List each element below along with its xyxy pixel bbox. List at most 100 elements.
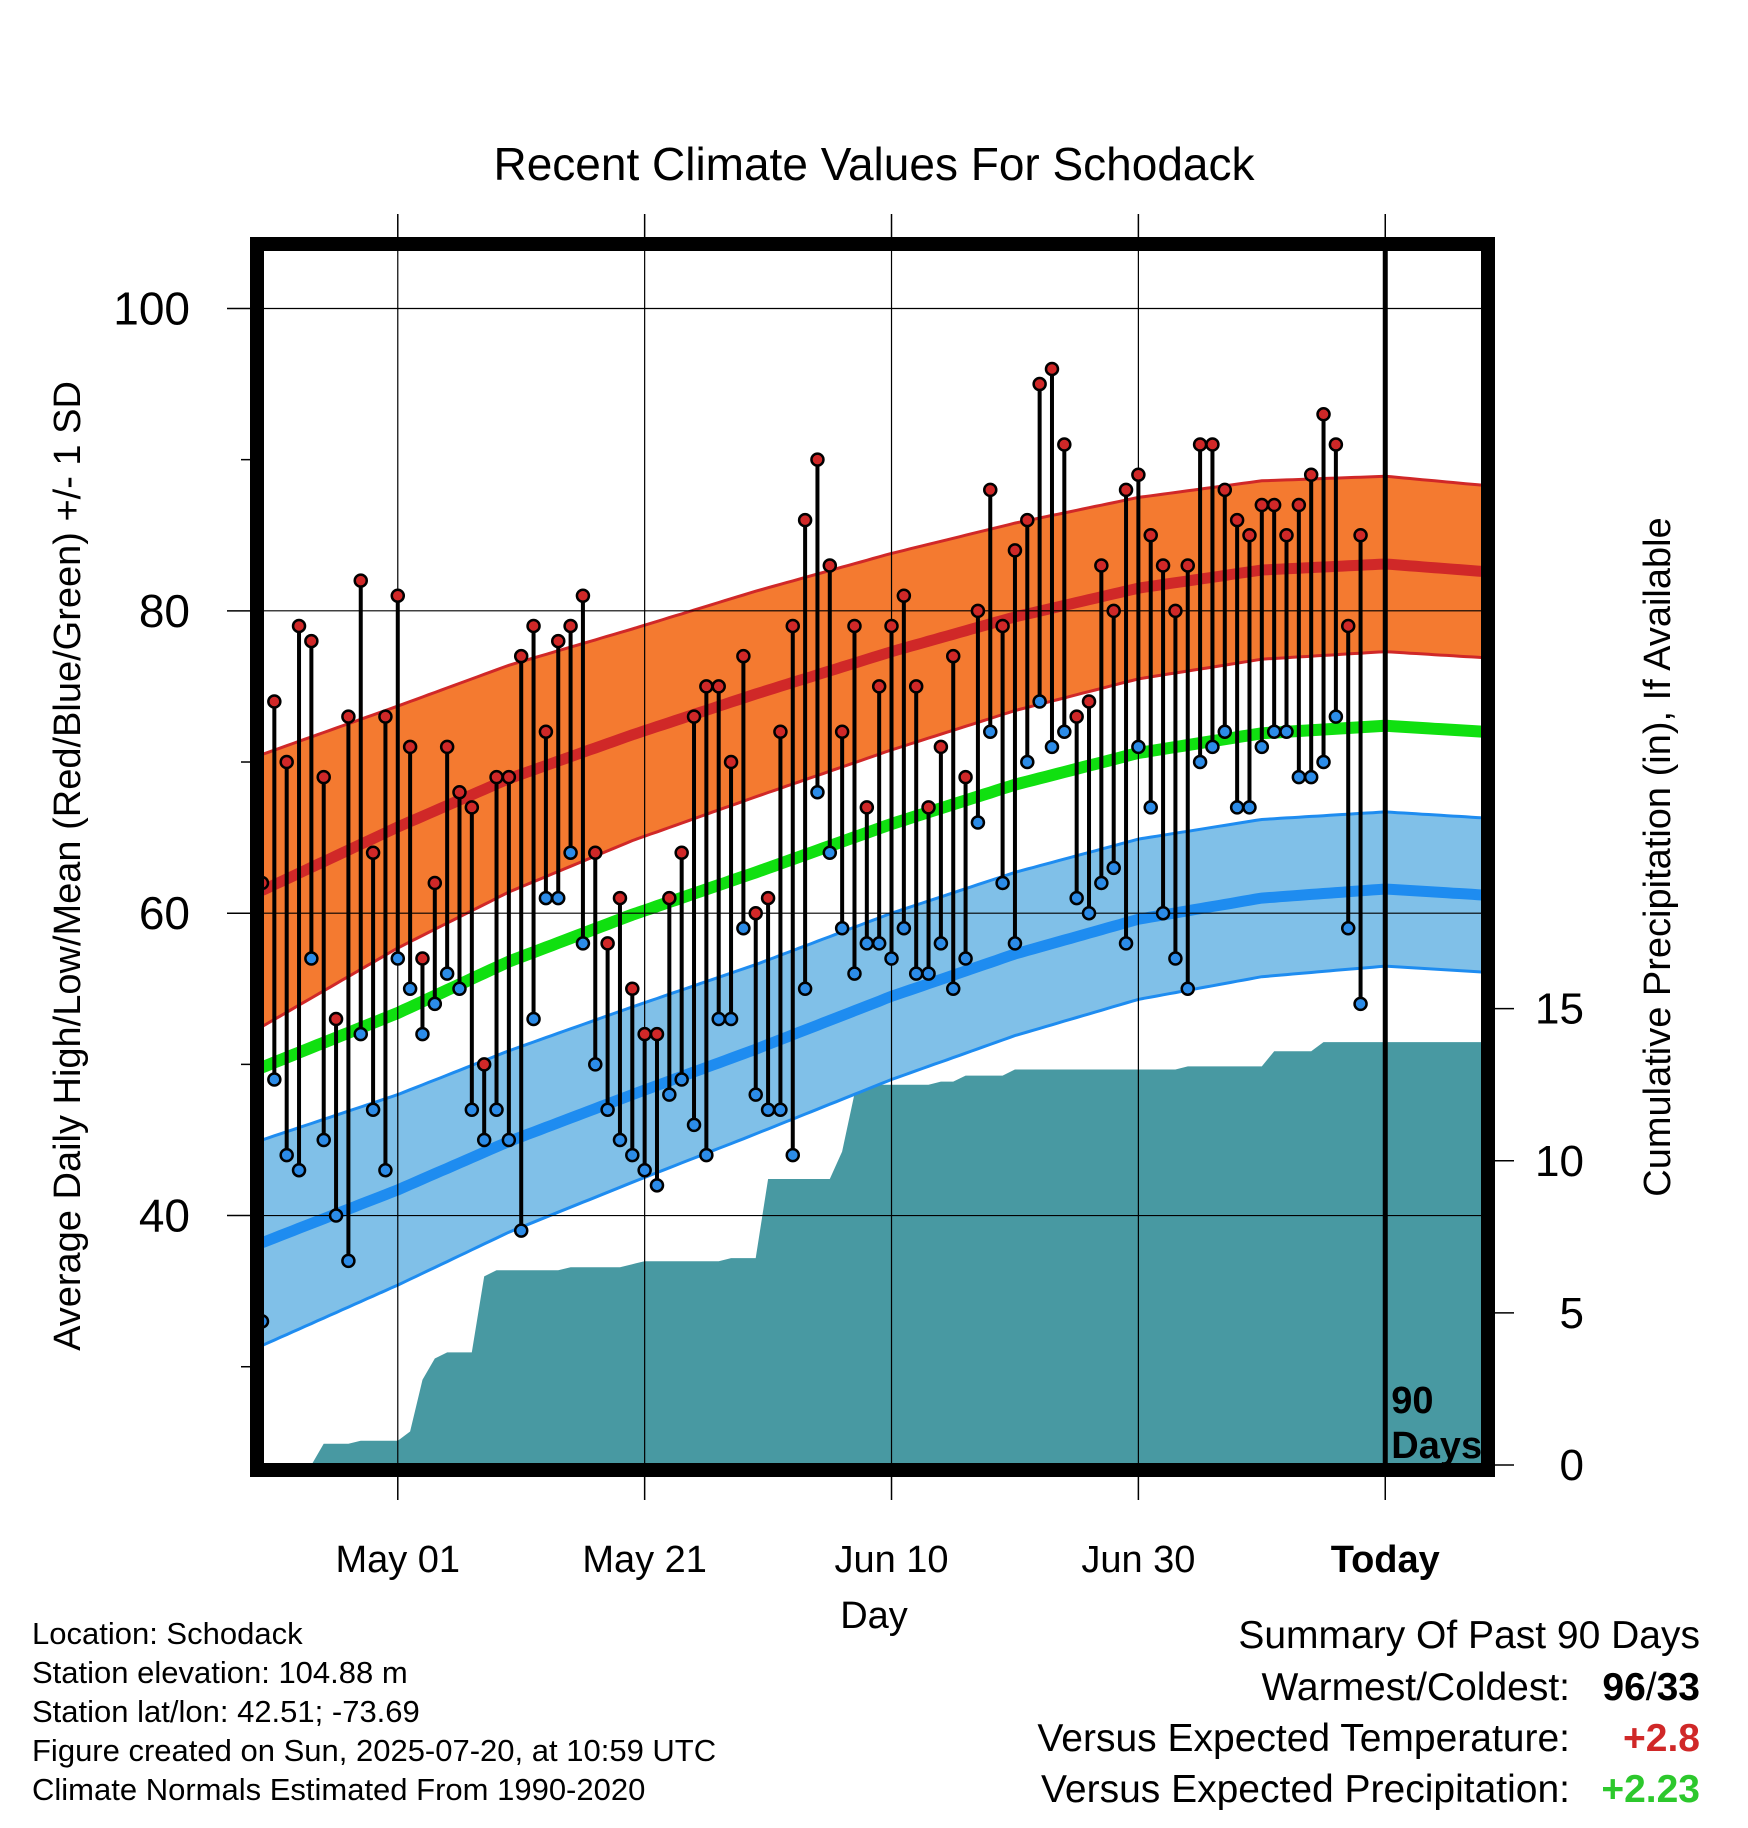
daily-low-point [896, 921, 912, 936]
daily-high-point [1279, 527, 1294, 543]
daily-high-point [1020, 512, 1035, 528]
daily-high-point [353, 573, 368, 588]
summary-title: Summary Of Past 90 Days [1238, 1614, 1700, 1657]
daily-low-point [1316, 754, 1331, 770]
x-tick-label: May 21 [582, 1539, 707, 1581]
x-tick-label: May 01 [335, 1539, 460, 1581]
daily-high-point [1254, 497, 1270, 513]
daily-low-point [538, 890, 554, 906]
daily-low-point [674, 1072, 689, 1087]
daily-high-point [1316, 407, 1331, 422]
daily-high-point [797, 512, 813, 528]
daily-low-point [1020, 754, 1035, 770]
x-tick-label: Today [1331, 1539, 1440, 1581]
daily-low-point [1291, 769, 1307, 785]
daily-high-point [847, 618, 862, 634]
daily-high-point [674, 845, 689, 860]
daily-low-point [1217, 724, 1233, 740]
daily-low-point [859, 936, 875, 951]
precip-area [262, 1042, 1484, 1465]
created-line: Figure created on Sun, 2025-07-20, at 10… [32, 1733, 717, 1768]
daily-high-point [995, 618, 1010, 634]
daily-high-point [983, 482, 998, 498]
daily-high-point [1069, 709, 1084, 724]
daily-low-point [797, 981, 813, 997]
daily-high-point [427, 875, 443, 891]
today-label: Days [1391, 1425, 1482, 1467]
y2-axis-label: Cumulative Precipitation (in), If Availa… [1637, 517, 1679, 1196]
daily-high-point [884, 618, 899, 634]
daily-high-point [390, 588, 406, 603]
daily-low-point [341, 1253, 356, 1269]
daily-low-point [563, 845, 578, 860]
daily-low-point [723, 1011, 739, 1027]
y2-tick-label: 10 [1535, 1137, 1584, 1186]
daily-high-point [304, 633, 319, 649]
daily-low-point [1057, 724, 1072, 740]
daily-high-point [686, 709, 702, 724]
daily-low-point [452, 981, 467, 997]
daily-low-point [810, 784, 825, 800]
daily-low-point [402, 981, 418, 997]
daily-high-point [365, 845, 381, 860]
daily-high-point [1143, 527, 1158, 543]
daily-low-point [1180, 981, 1196, 997]
daily-low-point [736, 921, 751, 936]
daily-low-point [970, 815, 986, 830]
daily-high-point [526, 618, 541, 634]
daily-low-point [415, 1026, 430, 1042]
daily-high-point [933, 739, 949, 755]
daily-high-point [859, 800, 875, 815]
daily-high-point [439, 739, 455, 755]
extremes-separator: / [1645, 1666, 1657, 1709]
daily-high-point [1205, 437, 1220, 452]
summary-value-extremes: 96/33 [1570, 1662, 1700, 1713]
daily-high-point [563, 618, 578, 634]
chart-title: Recent Climate Values For Schodack [493, 138, 1255, 190]
daily-low-point [686, 1117, 702, 1133]
daily-high-point [464, 800, 480, 815]
daily-high-point [550, 633, 566, 649]
y2-tick-label: 15 [1535, 985, 1584, 1034]
daily-high-point [1340, 618, 1356, 634]
daily-high-point [649, 1026, 665, 1042]
daily-low-point [649, 1178, 665, 1193]
daily-low-point [1094, 875, 1109, 891]
daily-high-point [415, 951, 430, 966]
daily-high-point [908, 679, 924, 694]
daily-low-point [834, 921, 850, 936]
daily-high-point [600, 936, 615, 951]
daily-low-point [1229, 800, 1245, 815]
today-label: 90 [1391, 1380, 1433, 1422]
daily-high-point [489, 769, 504, 785]
plot-frame [250, 237, 1495, 1477]
daily-low-point [921, 966, 936, 981]
daily-low-point [439, 966, 455, 981]
daily-high-point [958, 769, 973, 785]
daily-low-point [1242, 800, 1257, 815]
daily-high-point [452, 784, 467, 800]
daily-low-point [1069, 890, 1084, 906]
daily-low-point [1254, 739, 1270, 755]
daily-low-point [847, 966, 862, 981]
daily-high-point [896, 588, 912, 603]
daily-low-point [1168, 951, 1183, 966]
daily-low-point [427, 996, 443, 1012]
daily-low-point [1192, 754, 1208, 770]
daily-low-point [1353, 996, 1368, 1012]
daily-low-point [773, 1102, 788, 1117]
daily-high-point [822, 558, 838, 573]
daily-low-point [550, 890, 566, 906]
daily-high-point [291, 618, 307, 634]
daily-low-point [304, 951, 319, 966]
x-axis-label: Day [840, 1595, 908, 1637]
daily-high-point [662, 890, 677, 906]
daily-low-point [464, 1102, 480, 1117]
daily-high-point [538, 724, 554, 740]
daily-high-point [1217, 482, 1233, 498]
daily-low-point [1155, 905, 1171, 921]
daily-high-point [810, 452, 825, 467]
daily-low-point [1303, 769, 1319, 785]
daily-high-point [1229, 512, 1245, 528]
daily-high-point [1094, 558, 1109, 573]
